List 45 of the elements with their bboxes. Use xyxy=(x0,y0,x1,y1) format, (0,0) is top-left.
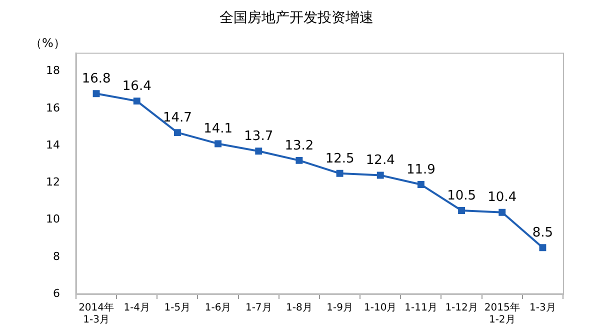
y-tick-label: 12 xyxy=(46,176,60,189)
data-label: 14.7 xyxy=(162,110,192,126)
x-tick-label: 1-3月 xyxy=(530,302,556,314)
point xyxy=(458,207,466,214)
x-tick-label: 1-12月 xyxy=(445,302,478,314)
data-label: 10.4 xyxy=(488,190,517,206)
x-tick-label: 1-4月 xyxy=(124,302,150,314)
data-label: 14.1 xyxy=(204,122,233,137)
x-tick-label: 1-8月 xyxy=(286,302,312,314)
y-axis-title: （%） xyxy=(30,36,66,50)
data-label: 13.7 xyxy=(244,129,274,144)
point xyxy=(133,98,140,105)
x-tick-label: 2015年 1-2月 xyxy=(484,302,520,326)
data-label: 16.8 xyxy=(82,71,111,86)
point xyxy=(336,170,344,177)
data-label: 8.5 xyxy=(532,225,554,240)
data-label: 16.4 xyxy=(122,78,152,94)
point xyxy=(214,140,222,148)
x-tick-label: 1-9月 xyxy=(326,302,353,314)
point xyxy=(417,181,424,188)
point xyxy=(376,172,384,179)
point xyxy=(539,244,546,252)
data-label: 12.5 xyxy=(325,151,354,166)
y-tick-label: 16 xyxy=(46,101,60,114)
x-tick-label: 1-6月 xyxy=(204,302,232,314)
data-label: 10.5 xyxy=(447,188,476,204)
point xyxy=(174,129,181,136)
point xyxy=(296,156,303,164)
x-tick-label: 1-7月 xyxy=(245,302,272,314)
data-label: 13.2 xyxy=(284,138,314,154)
point xyxy=(498,208,506,216)
y-tick-label: 8 xyxy=(52,250,60,263)
y-tick-label: 10 xyxy=(46,212,60,226)
data-label: 11.9 xyxy=(406,162,436,178)
x-tick-label: 2014年 1-3月 xyxy=(78,302,114,326)
y-tick-label: 14 xyxy=(46,138,60,152)
y-tick-label: 6 xyxy=(52,286,60,300)
x-tick-label: 1-10月 xyxy=(364,302,397,314)
chart-title: 全国房地产开发投资增速 xyxy=(220,10,374,26)
data-label: 12.4 xyxy=(366,153,395,168)
x-tick-label: 1-11月 xyxy=(404,302,438,314)
point xyxy=(92,90,100,98)
x-tick-label: 1-5月 xyxy=(164,302,191,314)
y-tick-label: 18 xyxy=(46,64,60,78)
point xyxy=(255,148,262,155)
